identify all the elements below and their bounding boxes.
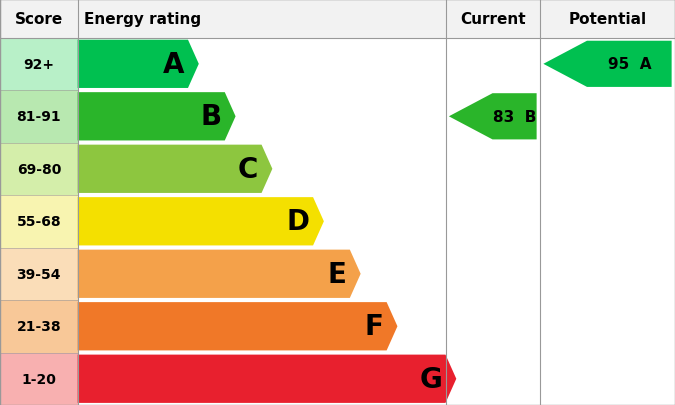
Text: 83  B: 83 B <box>493 109 536 124</box>
Polygon shape <box>78 303 398 351</box>
Bar <box>0 196 78 248</box>
Text: 1-20: 1-20 <box>22 372 56 386</box>
Text: G: G <box>419 365 442 393</box>
Text: Score: Score <box>15 12 63 27</box>
Text: 81-91: 81-91 <box>16 110 61 124</box>
Text: 21-38: 21-38 <box>16 320 61 333</box>
Bar <box>0 248 78 300</box>
Polygon shape <box>543 42 672 88</box>
Polygon shape <box>78 250 360 298</box>
Bar <box>0 300 78 353</box>
Text: Potential: Potential <box>568 12 647 27</box>
Text: 95  A: 95 A <box>608 57 651 72</box>
Bar <box>0 143 78 196</box>
Text: C: C <box>238 156 258 183</box>
Polygon shape <box>449 94 537 140</box>
Text: 92+: 92+ <box>24 58 54 72</box>
Bar <box>0 91 78 143</box>
Polygon shape <box>78 355 456 403</box>
Text: Current: Current <box>460 12 526 27</box>
Text: E: E <box>327 260 346 288</box>
Text: F: F <box>364 313 383 341</box>
Text: Energy rating: Energy rating <box>84 12 202 27</box>
Text: 55-68: 55-68 <box>16 215 61 229</box>
Bar <box>0 353 78 405</box>
Polygon shape <box>78 145 272 194</box>
Text: D: D <box>287 208 310 236</box>
Polygon shape <box>78 93 236 141</box>
Text: B: B <box>200 103 221 131</box>
Bar <box>0 38 78 91</box>
Text: A: A <box>163 51 185 79</box>
Bar <box>0 0 675 38</box>
Text: 69-80: 69-80 <box>17 162 61 176</box>
Polygon shape <box>78 198 324 246</box>
Polygon shape <box>78 40 199 89</box>
Text: 39-54: 39-54 <box>17 267 61 281</box>
